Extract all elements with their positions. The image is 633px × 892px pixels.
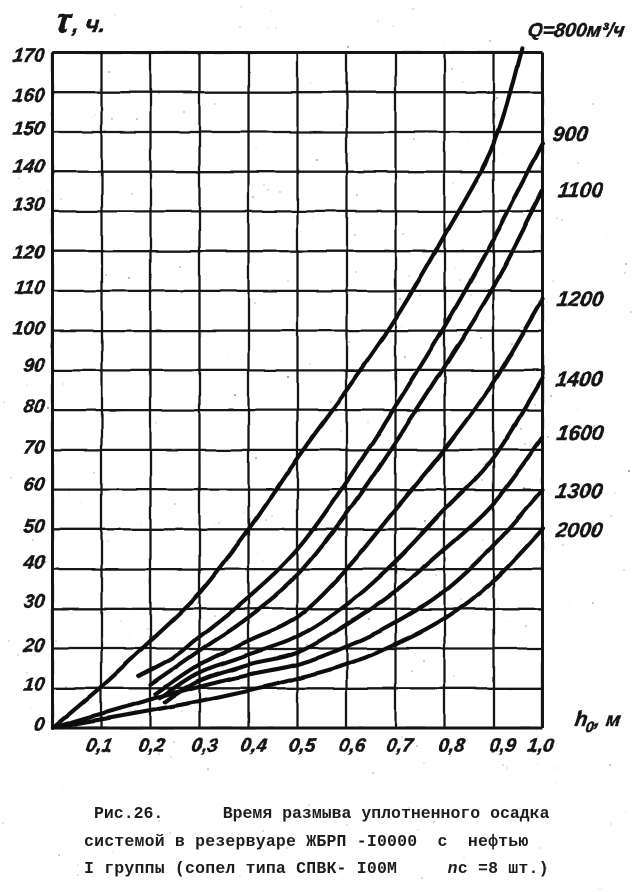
svg-text:1400: 1400 <box>554 368 604 391</box>
svg-text:0: 0 <box>584 719 595 736</box>
svg-text:, ч.: , ч. <box>70 11 107 37</box>
svg-text:1600: 1600 <box>555 422 605 445</box>
svg-text:, м: , м <box>592 709 622 731</box>
svg-text:1,0: 1,0 <box>526 736 556 757</box>
svg-text:2000: 2000 <box>553 519 604 542</box>
svg-text:140: 140 <box>12 157 47 178</box>
svg-text:0,3: 0,3 <box>190 736 220 757</box>
svg-text:0,9: 0,9 <box>488 736 518 757</box>
svg-text:40: 40 <box>21 553 46 574</box>
svg-text:Q=800м³/ч: Q=800м³/ч <box>526 20 626 42</box>
svg-text:0,7: 0,7 <box>385 736 416 757</box>
svg-text:1300: 1300 <box>554 480 604 503</box>
svg-text:1100: 1100 <box>556 179 605 202</box>
svg-text:10: 10 <box>22 675 46 696</box>
svg-text:h: h <box>573 708 589 731</box>
svg-text:120: 120 <box>12 243 47 264</box>
svg-text:150: 150 <box>12 119 47 140</box>
svg-text:70: 70 <box>22 438 46 459</box>
svg-text:110: 110 <box>13 278 47 299</box>
svg-text:0,5: 0,5 <box>288 736 318 757</box>
svg-text:20: 20 <box>21 636 46 657</box>
svg-text:0,6: 0,6 <box>338 736 368 757</box>
svg-text:80: 80 <box>22 397 46 418</box>
svg-text:160: 160 <box>12 86 47 107</box>
svg-text:900: 900 <box>551 123 590 146</box>
svg-text:0,8: 0,8 <box>437 736 467 757</box>
svg-text:50: 50 <box>22 517 46 538</box>
svg-text:130: 130 <box>12 195 47 216</box>
svg-text:170: 170 <box>12 46 47 67</box>
svg-text:90: 90 <box>22 356 46 377</box>
svg-text:0,2: 0,2 <box>137 736 167 757</box>
svg-text:30: 30 <box>22 592 46 613</box>
svg-text:0: 0 <box>33 715 47 736</box>
svg-text:60: 60 <box>22 475 46 496</box>
svg-text:0,1: 0,1 <box>85 736 114 757</box>
svg-text:100: 100 <box>12 319 47 340</box>
svg-text:0,4: 0,4 <box>239 736 269 757</box>
svg-text:1200: 1200 <box>555 288 605 311</box>
